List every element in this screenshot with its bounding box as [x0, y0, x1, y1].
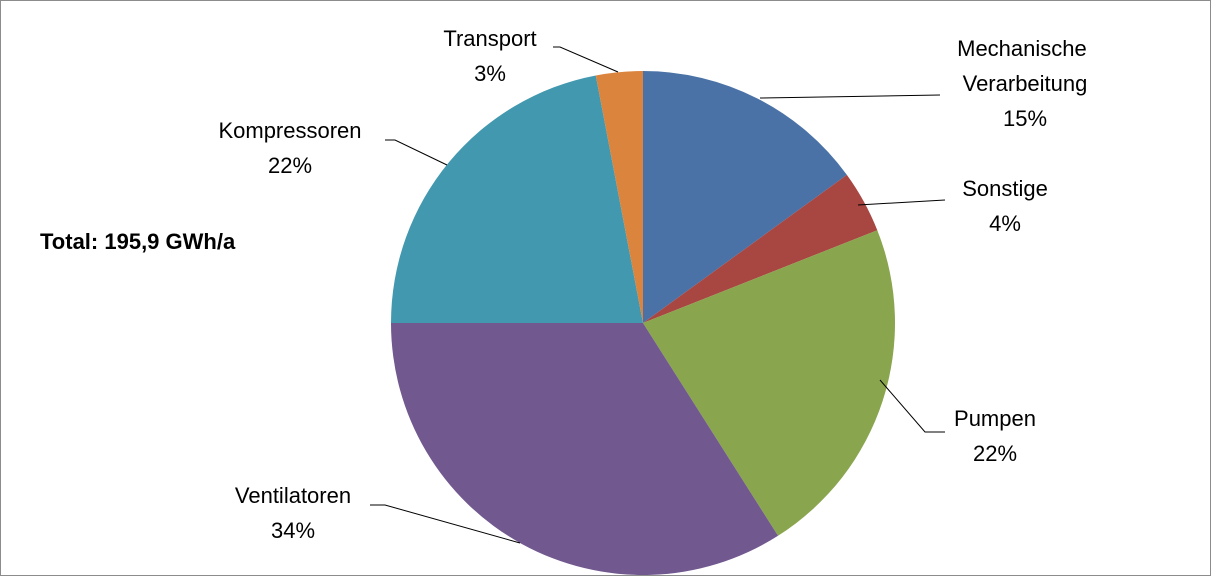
label-line: Kompressoren — [218, 118, 361, 143]
leader-line — [385, 139, 448, 166]
leader-line — [370, 504, 521, 544]
value-label: 34% — [271, 518, 315, 543]
leader-line — [879, 379, 945, 433]
value-label: 4% — [989, 211, 1021, 236]
category-label: Mechanische Verarbeitung — [957, 36, 1093, 96]
pie-slice — [643, 230, 895, 536]
label-line: Transport — [443, 26, 536, 51]
category-label: Transport — [443, 26, 536, 51]
category-label: Pumpen — [954, 406, 1036, 431]
leader-line — [553, 46, 619, 73]
value-label: 15% — [1003, 106, 1047, 131]
label-line: Sonstige — [962, 176, 1048, 201]
pie-slice — [391, 323, 779, 576]
value-label: 22% — [973, 441, 1017, 466]
value-label: 3% — [474, 61, 506, 86]
annotation: Total: 195,9 GWh/a — [40, 229, 236, 254]
category-label: Ventilatoren — [235, 483, 351, 508]
category-label: Sonstige — [962, 176, 1048, 201]
leader-line — [759, 94, 941, 99]
pie-slice — [643, 174, 878, 323]
label-line: Ventilatoren — [235, 483, 351, 508]
pie-slice — [391, 75, 643, 323]
label-line: Pumpen — [954, 406, 1036, 431]
value-label: 22% — [268, 153, 312, 178]
pie-slice — [595, 71, 643, 323]
label-line: Verarbeitung — [963, 71, 1088, 96]
category-label: Kompressoren — [218, 118, 361, 143]
pie-slice — [643, 71, 847, 323]
label-line: Mechanische — [957, 36, 1093, 61]
leader-line — [857, 199, 946, 206]
